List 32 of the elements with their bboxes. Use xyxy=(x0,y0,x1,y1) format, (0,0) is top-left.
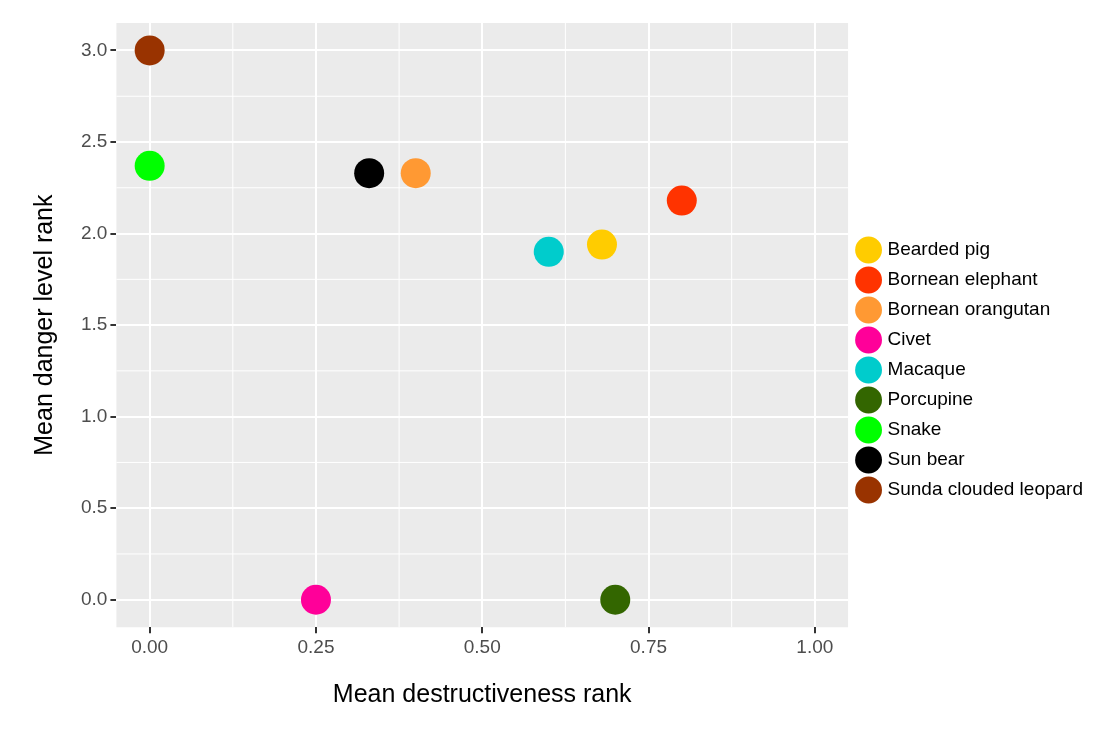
x-axis-title: Mean destructiveness rank xyxy=(332,678,633,707)
y-tick-label: 0.5 xyxy=(80,496,108,518)
legend-label: Porcupine xyxy=(887,388,974,410)
legend-label: Bornean elephant xyxy=(887,268,1039,290)
point xyxy=(600,584,631,615)
point xyxy=(354,158,385,189)
y-tick-label: 1.5 xyxy=(80,313,108,335)
point xyxy=(533,236,564,267)
legend-label: Civet xyxy=(887,328,932,350)
y-tick-label: 2.5 xyxy=(80,130,108,152)
legend-label: Sun bear xyxy=(887,448,966,470)
point xyxy=(666,185,697,216)
y-tick-label: 1.0 xyxy=(80,404,108,426)
legend-label: Bornean orangutan xyxy=(887,298,1051,320)
point xyxy=(586,229,617,260)
x-tick-label: 0.00 xyxy=(131,635,169,657)
point xyxy=(300,584,331,615)
y-tick-label: 3.0 xyxy=(80,38,108,60)
legend-label: Snake xyxy=(887,418,942,440)
y-tick-label: 2.0 xyxy=(80,221,108,243)
x-tick-label: 1.00 xyxy=(796,635,834,657)
legend-label: Sunda clouded leopard xyxy=(887,478,1083,500)
y-tick-label: 0.0 xyxy=(80,587,108,609)
point xyxy=(400,158,431,189)
point xyxy=(134,150,165,181)
x-tick-label: 0.75 xyxy=(630,635,668,657)
y-axis-title: Mean danger level rank xyxy=(28,193,57,456)
legend-label: Macaque xyxy=(887,358,966,380)
point xyxy=(134,35,165,66)
x-tick-label: 0.25 xyxy=(297,635,335,657)
legend-label: Bearded pig xyxy=(887,238,991,260)
x-tick-label: 0.50 xyxy=(463,635,501,657)
